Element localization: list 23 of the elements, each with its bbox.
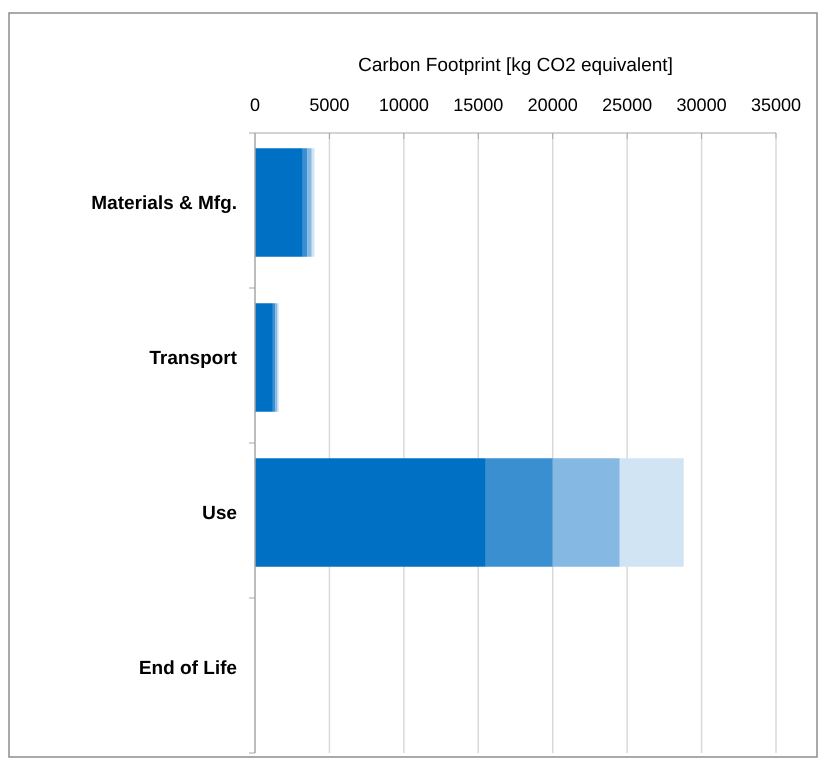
- bar: [302, 148, 308, 257]
- x-tick-label: 35000: [750, 95, 802, 115]
- y-tick-label: Materials & Mfg.: [91, 193, 237, 214]
- x-tick-label: 5000: [309, 95, 350, 115]
- bar: [255, 148, 303, 257]
- bar: [255, 458, 486, 567]
- bar: [552, 458, 620, 567]
- x-tick-label: 10000: [378, 95, 429, 115]
- x-axis-title: Carbon Footprint [kg CO2 equivalent]: [358, 55, 673, 76]
- x-tick-label: 30000: [676, 95, 727, 115]
- bar: [312, 148, 315, 257]
- y-tick-label: Transport: [149, 348, 238, 370]
- bar: [620, 458, 684, 567]
- bar: [272, 303, 276, 412]
- y-tick-label: End of Life: [138, 658, 237, 680]
- x-tick-label: 20000: [528, 95, 578, 115]
- bar: [486, 458, 553, 567]
- bar: [255, 303, 273, 412]
- y-tick-label: Use: [202, 503, 237, 524]
- x-tick-label: 25000: [602, 95, 652, 115]
- x-tick-label: 15000: [453, 95, 504, 115]
- x-tick-label: 0: [250, 95, 260, 115]
- bar: [307, 148, 312, 257]
